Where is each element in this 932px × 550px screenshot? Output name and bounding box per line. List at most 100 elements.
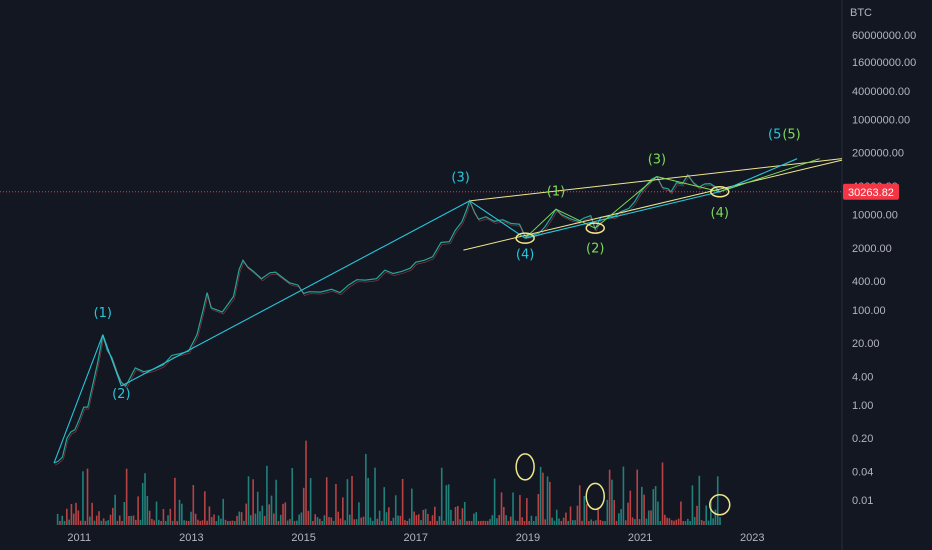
volume-bar [638, 519, 641, 525]
volume-bar [167, 515, 169, 525]
volume-bar [254, 513, 257, 525]
volume-bar [512, 492, 514, 525]
volume-bar [654, 486, 657, 525]
x-tick-label: 2017 [404, 532, 428, 544]
volume-bar [187, 520, 190, 525]
volume-bar [622, 466, 625, 525]
y-tick-label: 0.20 [852, 433, 873, 445]
volume-bar [206, 520, 208, 525]
volume-bar [160, 521, 162, 525]
volume-bar [643, 494, 645, 525]
volume-bar [618, 513, 620, 525]
volume-bar [710, 499, 712, 525]
wave-label: (1) [547, 185, 565, 200]
wave-line-cyan [121, 200, 470, 387]
volume-bar [716, 476, 719, 525]
volume-bar [332, 520, 335, 525]
volume-bar [560, 520, 563, 525]
volume-bar [298, 514, 300, 525]
volume-bar [452, 520, 455, 525]
volume-bar [440, 467, 443, 525]
x-tick-label: 2023 [740, 532, 764, 544]
volume-bar [339, 518, 342, 525]
volume-bar [367, 477, 369, 525]
wave-line-green [594, 176, 658, 229]
volume-bar [530, 515, 533, 525]
volume-bar [330, 517, 333, 525]
y-tick-label: 1.00 [852, 400, 873, 412]
volume-bar [406, 520, 409, 525]
y-tick-label: 60000000.00 [852, 30, 916, 42]
volume-bar [220, 518, 222, 525]
volume-bar [151, 518, 153, 525]
volume-bar [63, 520, 66, 525]
volume-bar [627, 502, 629, 525]
y-tick-label: 4000000.00 [852, 86, 910, 98]
volume-bar [342, 497, 344, 525]
volume-bar [176, 520, 179, 525]
y-tick-label: 20.00 [852, 338, 880, 350]
volume-bar [574, 520, 576, 525]
volume-bar [431, 515, 434, 525]
volume-bar [528, 520, 530, 525]
volume-bar [521, 517, 524, 525]
volume-bar [312, 520, 314, 525]
y-tick-label: 0.04 [852, 466, 873, 478]
volume-bar [114, 494, 116, 525]
volume-bar [116, 520, 119, 525]
volume-bar [569, 506, 572, 525]
volume-bar [562, 517, 565, 525]
volume-bar [215, 520, 218, 525]
volume-bar [505, 515, 507, 525]
wave-line-cyan [102, 334, 122, 387]
volume-bar [415, 515, 418, 525]
highlight-ellipse [515, 453, 535, 481]
y-tick-label: 1000000.00 [852, 114, 910, 126]
volume-bar [360, 517, 363, 525]
volume-bar [498, 514, 501, 525]
volume-bar [429, 521, 432, 525]
volume-bar [595, 520, 597, 525]
volume-bar [684, 520, 687, 525]
volume-bar [461, 508, 464, 525]
volume-bar [539, 466, 542, 525]
volume-bar [171, 520, 174, 525]
volume-bar [300, 512, 303, 525]
volume-bar [314, 514, 317, 525]
volume-bar [344, 520, 346, 525]
volume-bar [112, 507, 114, 525]
wave-line-cyan [719, 158, 798, 193]
volume-bar [544, 519, 547, 525]
volume-bar [434, 506, 436, 525]
volume-bar [447, 484, 450, 525]
volume-bar [178, 499, 181, 525]
volume-bar [719, 517, 721, 525]
volume-bar [109, 514, 112, 525]
volume-bar [118, 515, 121, 525]
highlight-ellipse [585, 222, 605, 234]
volume-bar [273, 513, 275, 525]
volume-bar [597, 507, 599, 525]
y-tick-label: 16000000.00 [852, 57, 916, 69]
volume-bar [252, 479, 254, 525]
y-tick-label: 100.00 [852, 305, 886, 317]
volume-bar [459, 519, 461, 525]
volume-bar [470, 520, 473, 525]
volume-bar [319, 518, 321, 525]
volume-bar [631, 517, 634, 525]
volume-bar [636, 469, 639, 525]
volume-bar [358, 502, 360, 525]
volume-bar [608, 469, 611, 525]
volume-bar [197, 519, 199, 525]
volume-bar [263, 515, 266, 525]
volume-bar [650, 510, 652, 525]
volume-bar [705, 505, 708, 525]
volume-bar [647, 510, 650, 525]
volume-bar [486, 520, 489, 525]
volume-bar [146, 495, 149, 525]
volume-bar [296, 520, 298, 525]
volume-bar [199, 520, 202, 525]
volume-bar [378, 510, 381, 525]
volume-bar [535, 516, 537, 525]
volume-bar [661, 462, 664, 525]
